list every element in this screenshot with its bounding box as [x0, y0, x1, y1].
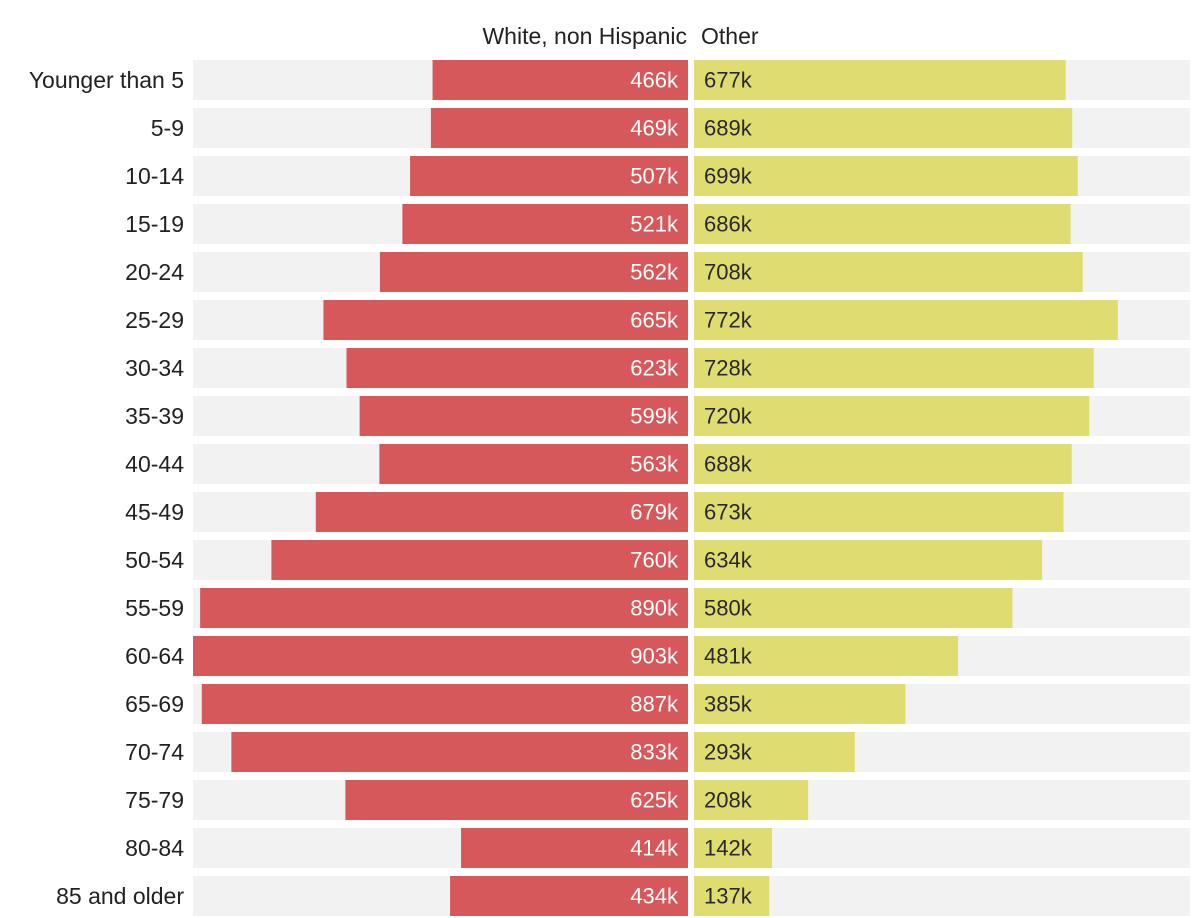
value-label-white-non-hispanic: 507k — [630, 164, 679, 189]
value-label-other: 677k — [704, 68, 753, 93]
value-label-other: 720k — [704, 404, 753, 429]
value-label-white-non-hispanic: 469k — [630, 116, 679, 141]
row-label: 25-29 — [125, 307, 184, 333]
bar-other — [694, 204, 1071, 244]
row-label: 20-24 — [125, 259, 184, 285]
value-label-white-non-hispanic: 833k — [630, 740, 679, 765]
bar-other — [694, 780, 809, 820]
bar-white-non-hispanic — [201, 684, 689, 724]
bar-white-non-hispanic — [450, 876, 688, 916]
value-label-other: 634k — [704, 548, 753, 573]
bar-white-non-hispanic — [402, 204, 688, 244]
row-label: 15-19 — [125, 211, 184, 237]
value-label-white-non-hispanic: 599k — [630, 404, 679, 429]
value-label-white-non-hispanic: 903k — [630, 644, 679, 669]
value-label-other: 686k — [704, 212, 753, 237]
bar-other — [694, 396, 1090, 436]
chart-rows: Younger than 5 466k 677k 5-9 469k 689k 10-14 50… — [29, 60, 1190, 916]
bar-white-non-hispanic — [231, 732, 689, 772]
value-label-other: 208k — [704, 788, 753, 813]
value-label-white-non-hispanic: 414k — [630, 836, 679, 861]
bar-white-non-hispanic — [359, 396, 688, 436]
row-label: 40-44 — [125, 451, 184, 477]
track-right — [694, 828, 1190, 868]
bar-other — [694, 492, 1064, 532]
bar-white-non-hispanic — [430, 108, 688, 148]
row-label: 85 and older — [56, 883, 184, 909]
bar-white-non-hispanic — [346, 348, 688, 388]
value-label-other: 142k — [704, 836, 753, 861]
series-header-white-non-hispanic: White, non Hispanic — [482, 23, 687, 49]
bar-white-non-hispanic — [323, 300, 688, 340]
value-label-white-non-hispanic: 563k — [630, 452, 679, 477]
row-label: 55-59 — [125, 595, 184, 621]
value-label-other: 673k — [704, 500, 753, 525]
value-label-other: 137k — [704, 884, 753, 909]
bar-other — [694, 252, 1083, 292]
bar-other — [694, 108, 1073, 148]
track-right — [694, 876, 1190, 916]
bar-white-non-hispanic — [315, 492, 688, 532]
row-label: Younger than 5 — [29, 67, 184, 93]
bar-other — [694, 540, 1043, 580]
bar-other — [694, 732, 855, 772]
value-label-white-non-hispanic: 760k — [630, 548, 679, 573]
bar-other — [694, 444, 1072, 484]
bar-other — [694, 588, 1013, 628]
bar-white-non-hispanic — [200, 588, 688, 628]
row-label: 80-84 — [125, 835, 184, 861]
bar-other — [694, 348, 1094, 388]
value-label-white-non-hispanic: 625k — [630, 788, 679, 813]
value-label-white-non-hispanic: 665k — [630, 308, 679, 333]
value-label-white-non-hispanic: 562k — [630, 260, 679, 285]
bar-other — [694, 636, 959, 676]
value-label-white-non-hispanic: 521k — [630, 212, 679, 237]
bar-other — [694, 156, 1078, 196]
value-label-other: 772k — [704, 308, 753, 333]
value-label-other: 580k — [704, 596, 753, 621]
value-label-other: 385k — [704, 692, 753, 717]
row-label: 50-54 — [125, 547, 184, 573]
bar-other — [694, 828, 772, 868]
value-label-other: 688k — [704, 452, 753, 477]
row-label: 60-64 — [125, 643, 184, 669]
row-label: 75-79 — [125, 787, 184, 813]
bar-other — [694, 300, 1118, 340]
row-label: 35-39 — [125, 403, 184, 429]
value-label-other: 728k — [704, 356, 753, 381]
value-label-white-non-hispanic: 890k — [630, 596, 679, 621]
bar-white-non-hispanic — [379, 444, 688, 484]
row-label: 5-9 — [151, 115, 184, 141]
value-label-white-non-hispanic: 466k — [630, 68, 679, 93]
bar-other — [694, 684, 906, 724]
bar-white-non-hispanic — [410, 156, 688, 196]
row-label: 70-74 — [125, 739, 184, 765]
bar-white-non-hispanic — [461, 828, 688, 868]
value-label-white-non-hispanic: 887k — [630, 692, 679, 717]
value-label-white-non-hispanic: 679k — [630, 500, 679, 525]
value-label-white-non-hispanic: 623k — [630, 356, 679, 381]
value-label-other: 293k — [704, 740, 753, 765]
bar-other — [694, 60, 1066, 100]
bar-white-non-hispanic — [271, 540, 688, 580]
bar-white-non-hispanic — [379, 252, 688, 292]
row-label: 30-34 — [125, 355, 184, 381]
value-label-other: 699k — [704, 164, 753, 189]
value-label-other: 689k — [704, 116, 753, 141]
row-label: 65-69 — [125, 691, 184, 717]
bar-white-non-hispanic — [432, 60, 688, 100]
bar-white-non-hispanic — [193, 636, 688, 676]
row-label: 10-14 — [125, 163, 184, 189]
bar-other — [694, 876, 770, 916]
value-label-other: 481k — [704, 644, 753, 669]
row-label: 45-49 — [125, 499, 184, 525]
value-label-white-non-hispanic: 434k — [630, 884, 679, 909]
series-header-other: Other — [701, 23, 759, 49]
bar-white-non-hispanic — [345, 780, 688, 820]
value-label-other: 708k — [704, 260, 753, 285]
